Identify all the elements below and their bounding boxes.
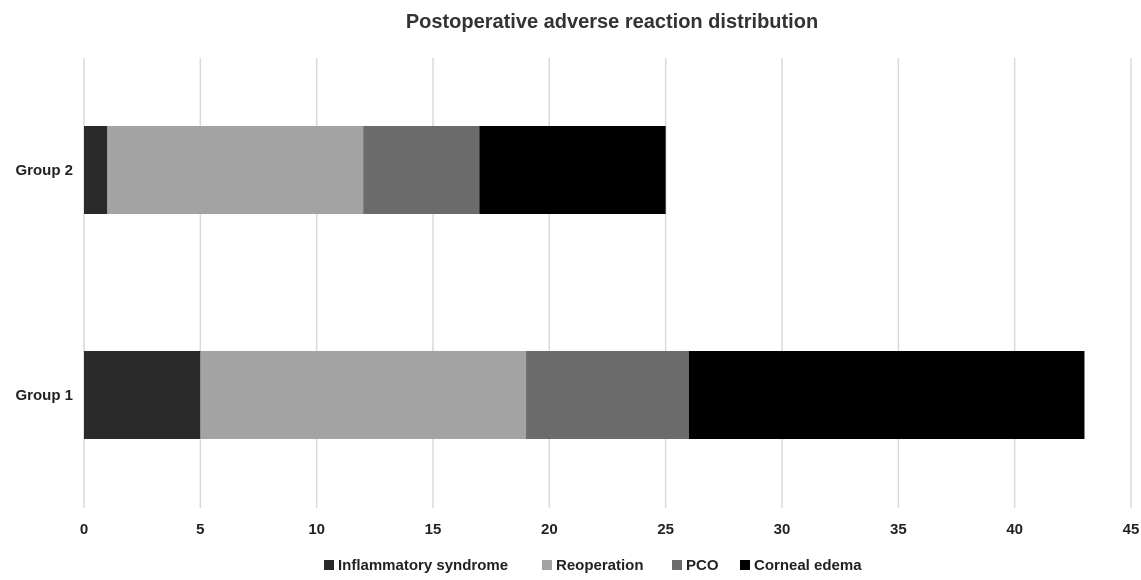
x-tick-label: 40 xyxy=(1006,521,1023,538)
legend-label: Inflammatory syndrome xyxy=(338,557,508,574)
bar-group-1-reoperation xyxy=(200,351,527,439)
legend-swatch xyxy=(672,560,682,570)
x-tick-label: 20 xyxy=(541,521,558,538)
bar-group-2-inflammatory-syndrome xyxy=(84,126,108,214)
x-tick-label: 15 xyxy=(425,521,442,538)
legend-label: Corneal edema xyxy=(754,557,862,574)
bars xyxy=(84,126,1085,439)
x-tick-label: 25 xyxy=(657,521,674,538)
bar-group-2-reoperation xyxy=(107,126,364,214)
gridlines xyxy=(83,58,1132,508)
x-tick-label: 30 xyxy=(774,521,791,538)
legend-swatch xyxy=(542,560,552,570)
chart-title: Postoperative adverse reaction distribut… xyxy=(406,11,818,33)
bar-group-1-pco xyxy=(526,351,689,439)
legend: Inflammatory syndrome Reoperation PCO Corne… xyxy=(324,557,862,574)
category-label: Group 2 xyxy=(15,162,73,179)
bar-group-1-inflammatory-syndrome xyxy=(84,351,201,439)
x-axis-ticks: 0 5 10 15 20 25 30 35 40 45 xyxy=(80,521,1140,538)
x-tick-label: 10 xyxy=(308,521,325,538)
bar-group-2-corneal-edema xyxy=(479,126,666,214)
bar-group-2-pco xyxy=(363,126,480,214)
x-tick-label: 0 xyxy=(80,521,88,538)
legend-label: PCO xyxy=(686,557,719,574)
category-label: Group 1 xyxy=(15,387,73,404)
legend-swatch xyxy=(740,560,750,570)
legend-label: Reoperation xyxy=(556,557,644,574)
x-tick-label: 5 xyxy=(196,521,204,538)
x-tick-label: 45 xyxy=(1123,521,1140,538)
bar-group-1-corneal-edema xyxy=(688,351,1085,439)
legend-swatch xyxy=(324,560,334,570)
category-labels: Group 2 Group 1 xyxy=(15,162,73,404)
x-tick-label: 35 xyxy=(890,521,907,538)
